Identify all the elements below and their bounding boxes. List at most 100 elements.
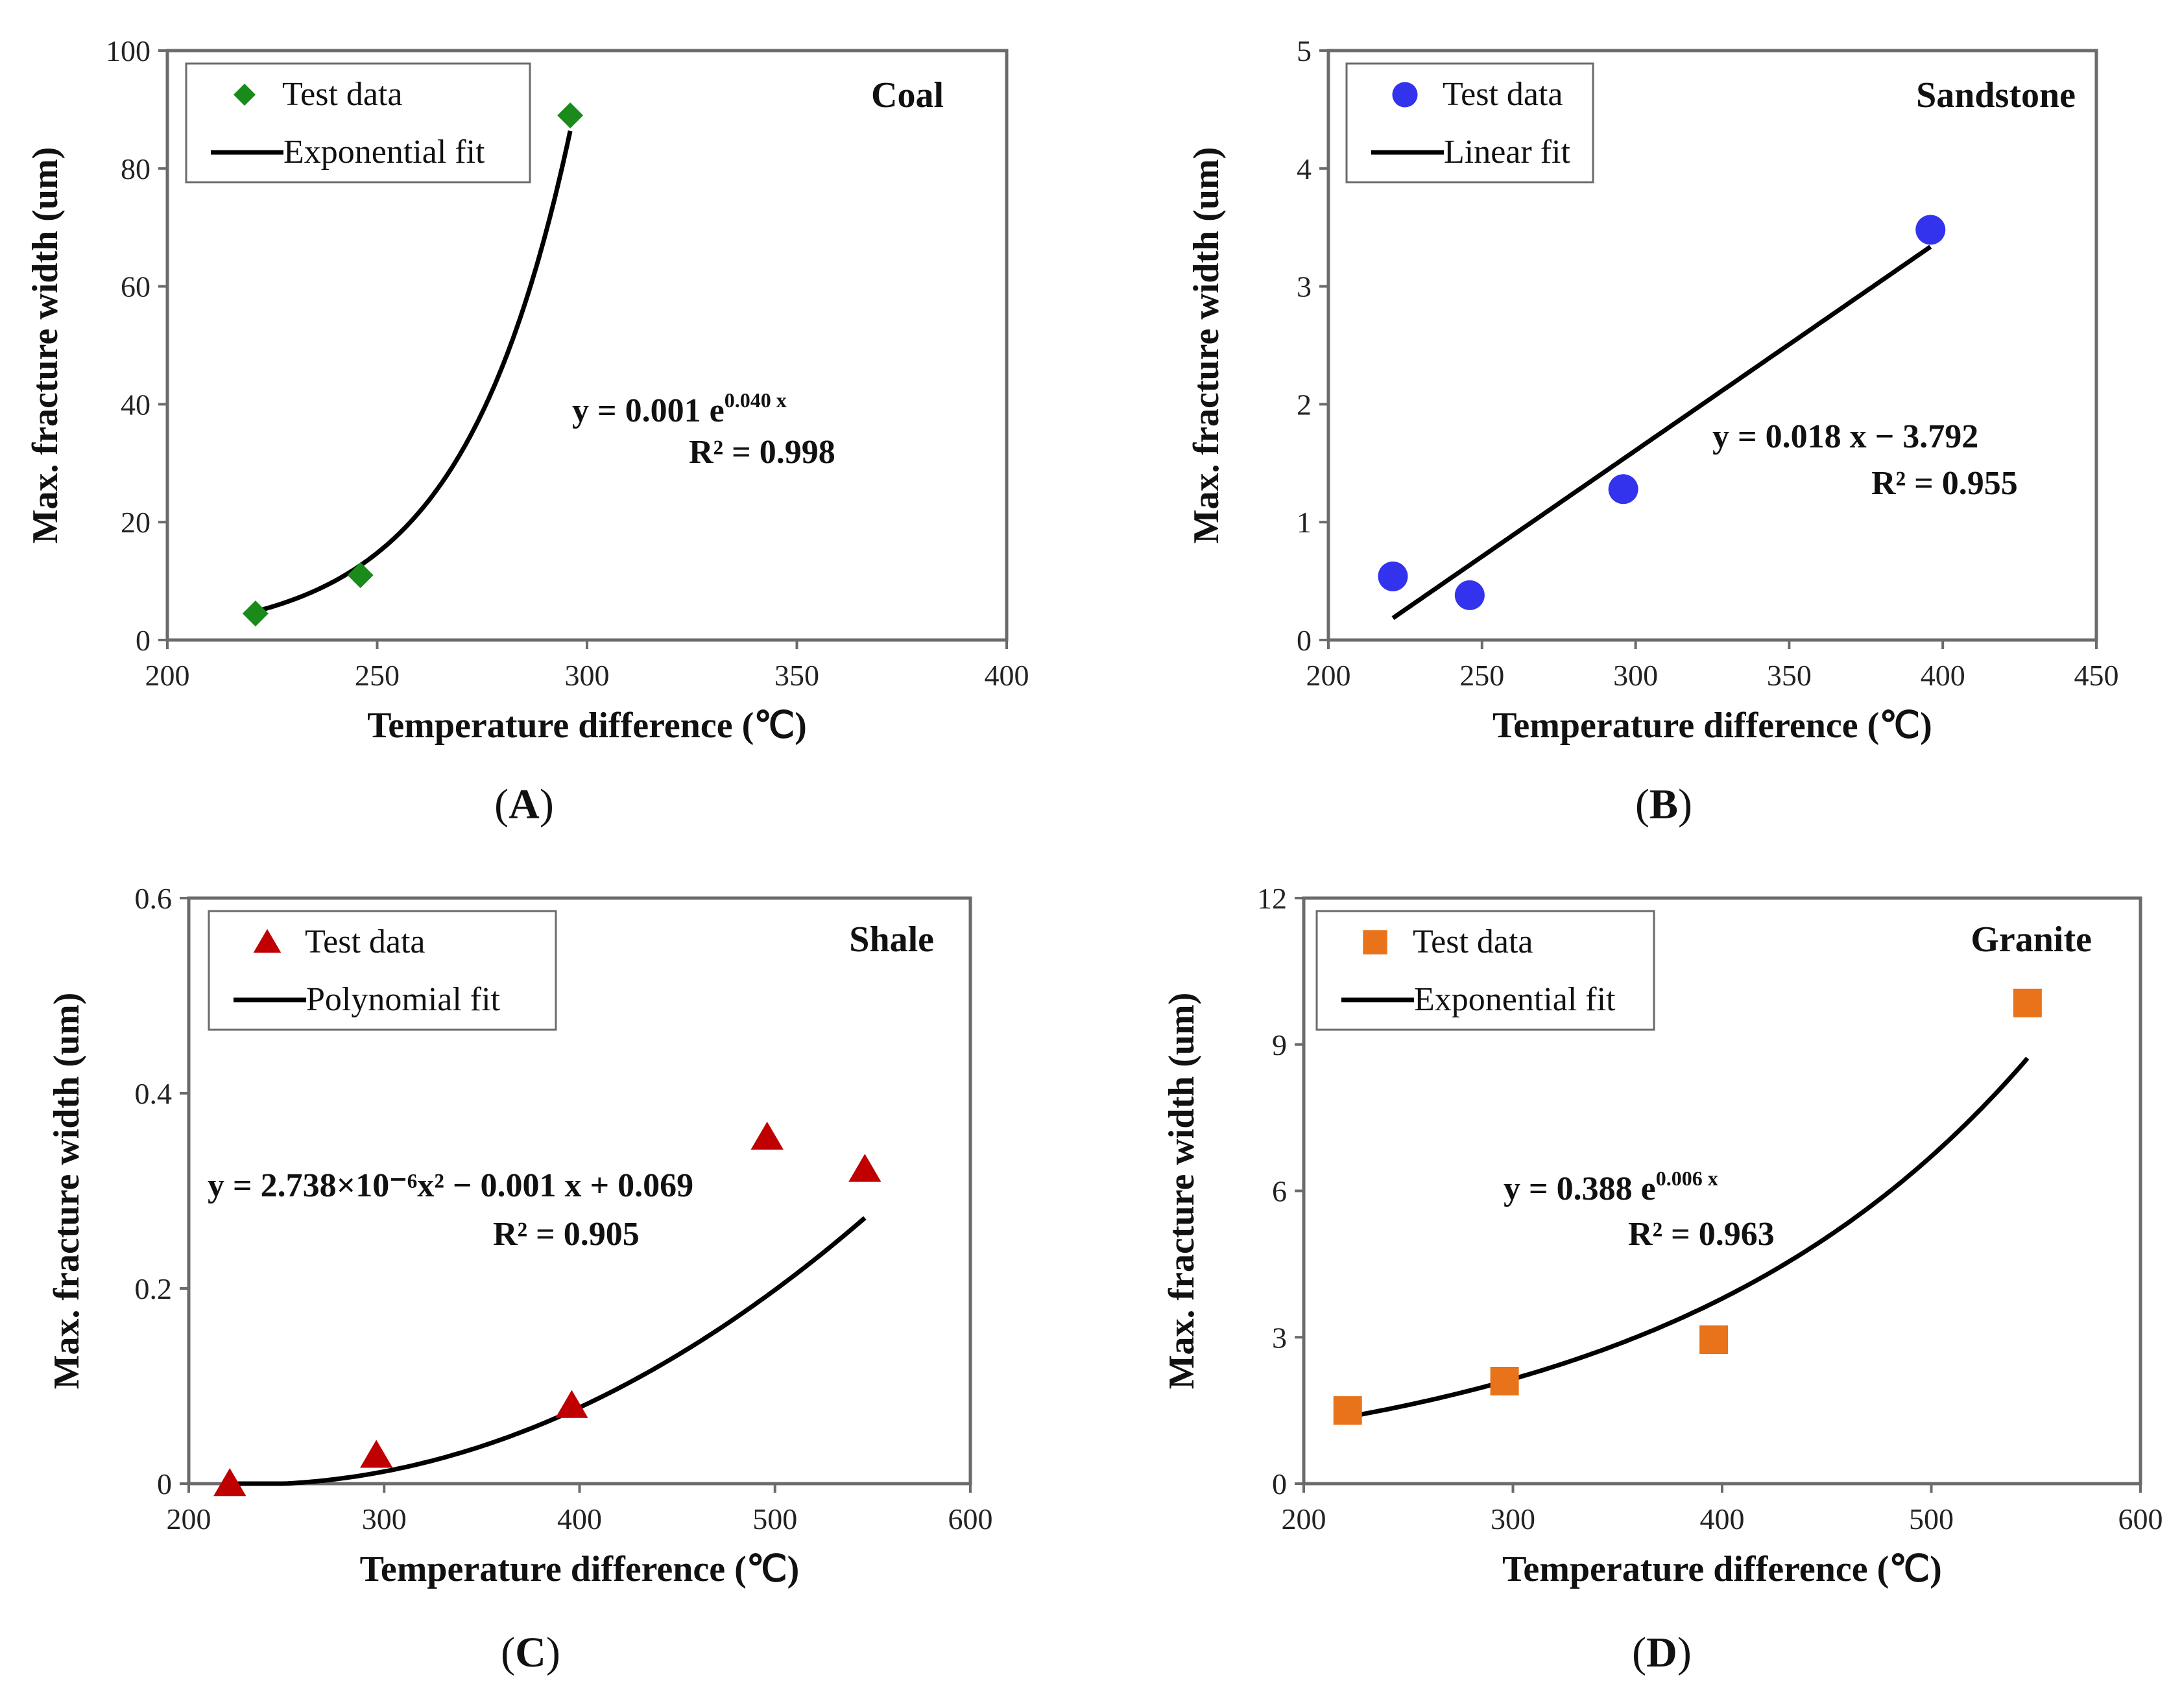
x-axis-label: Temperature difference (℃)	[1502, 1549, 1942, 1589]
x-tick-label: 250	[1459, 659, 1504, 692]
fit-r-squared: R² = 0.955	[1871, 465, 2018, 502]
fit-r-squared: R² = 0.998	[689, 434, 835, 471]
y-tick-label: 0.2	[135, 1272, 173, 1305]
data-point	[1378, 561, 1408, 591]
fit-equation: y = 2.738×10⁻⁶x² − 0.001 x + 0.069	[208, 1167, 693, 1204]
data-point	[1454, 580, 1485, 610]
panel-label: (D)	[1632, 1629, 1692, 1676]
equation-main: y = 0.018 x − 3.792	[1712, 418, 1978, 455]
y-tick-label: 60	[121, 270, 150, 303]
data-point	[360, 1440, 393, 1468]
y-tick-label: 40	[121, 388, 150, 421]
fit-equation: y = 0.001 e0.040 x	[572, 388, 787, 429]
panel-label: (B)	[1635, 781, 1692, 828]
y-axis-label: Max. fracture width (um)	[25, 147, 66, 544]
x-tick-label: 200	[1306, 659, 1351, 692]
x-tick-label: 600	[2118, 1502, 2163, 1536]
chart-panel-a: 200 250 300 350 400 0 20 40 60 80 100 Temperature d…	[25, 34, 1029, 828]
x-tick-label: 400	[1921, 659, 1965, 692]
material-label: Coal	[871, 75, 944, 115]
fit-curve	[1347, 1056, 2030, 1419]
fit-equation: y = 0.018 x − 3.792	[1712, 418, 1978, 455]
legend-marker	[1392, 82, 1418, 108]
plot-frame	[1326, 49, 2098, 642]
panel-label-open: (	[494, 781, 509, 828]
panel-label-open: (	[1632, 1629, 1646, 1676]
material-label: Shale	[849, 919, 934, 960]
x-axis-label: Temperature difference (℃)	[360, 1549, 800, 1589]
panel-label-letter: B	[1649, 781, 1678, 828]
chart-panel-d: 200 300 400 500 600 0 3 6 9 12 Temperature differe…	[1162, 882, 2163, 1676]
panel-label-letter: D	[1646, 1629, 1677, 1676]
y-tick-label: 0.6	[135, 882, 173, 915]
data-point	[557, 102, 584, 128]
y-tick-label: 3	[1297, 270, 1312, 303]
panel-label: (A)	[494, 781, 554, 828]
data-point	[242, 600, 269, 627]
data-point	[1608, 474, 1638, 504]
x-tick-label: 400	[1700, 1502, 1745, 1536]
fit-curve	[1391, 244, 1932, 621]
data-point	[555, 1390, 588, 1418]
legend-box	[1345, 62, 1594, 184]
data-point	[213, 1468, 246, 1497]
legend-marker	[234, 84, 256, 106]
y-tick-label: 9	[1272, 1028, 1287, 1062]
x-axis-label: Temperature difference (℃)	[367, 706, 807, 746]
legend-marker	[253, 929, 282, 953]
x-tick-label: 300	[362, 1502, 407, 1536]
equation-main: y = 0.001 e	[572, 392, 725, 429]
fit-r-squared: R² = 0.963	[1628, 1216, 1775, 1253]
legend-data-label: Test data	[282, 76, 403, 113]
x-tick-label: 600	[948, 1502, 993, 1536]
panel-label-letter: C	[515, 1629, 546, 1676]
legend-data-label: Test data	[1443, 76, 1563, 113]
material-label: Sandstone	[1916, 75, 2076, 115]
y-tick-label: 0	[1272, 1467, 1287, 1500]
y-tick-label: 20	[121, 506, 150, 539]
legend-data-label: Test data	[305, 923, 426, 960]
panel-label-close: )	[546, 1629, 560, 1676]
y-tick-label: 80	[121, 152, 150, 185]
y-tick-label: 0	[136, 624, 150, 657]
y-tick-label: 5	[1297, 34, 1312, 67]
y-tick-label: 12	[1257, 882, 1287, 915]
fit-r-squared: R² = 0.905	[493, 1216, 640, 1253]
legend-data-label: Test data	[1413, 923, 1533, 960]
panel-label-letter: A	[509, 781, 540, 828]
x-tick-label: 300	[565, 659, 610, 692]
equation-main: y = 2.738×10⁻⁶x² − 0.001 x + 0.069	[208, 1167, 693, 1204]
y-tick-label: 6	[1272, 1175, 1287, 1208]
panel-label-close: )	[540, 781, 554, 828]
x-tick-label: 500	[752, 1502, 797, 1536]
x-tick-label: 350	[774, 659, 819, 692]
data-point	[750, 1121, 784, 1150]
chart-panel-c: 200 300 400 500 600 0 0.2 0.4 0.6 Temperature dif…	[47, 882, 993, 1676]
data-point	[1333, 1396, 1362, 1425]
data-point	[2013, 988, 2042, 1017]
y-axis-label: Max. fracture width (um)	[47, 993, 87, 1390]
y-tick-label: 0.4	[135, 1077, 173, 1110]
fit-curve	[230, 1216, 867, 1486]
x-tick-label: 200	[1282, 1502, 1326, 1536]
x-tick-label: 300	[1613, 659, 1658, 692]
y-tick-label: 1	[1297, 506, 1312, 539]
x-tick-label: 400	[985, 659, 1029, 692]
panel-label-open: (	[1635, 781, 1649, 828]
x-tick-label: 200	[167, 1502, 211, 1536]
y-tick-label: 4	[1297, 152, 1312, 185]
y-tick-label: 0	[157, 1467, 172, 1500]
panel-label-close: )	[1677, 1629, 1692, 1676]
material-label: Granite	[1971, 919, 2092, 960]
y-tick-label: 100	[106, 34, 150, 67]
panel-label-open: (	[501, 1629, 515, 1676]
x-tick-label: 400	[557, 1502, 602, 1536]
fit-equation: y = 0.388 e0.006 x	[1504, 1167, 1718, 1207]
x-tick-label: 250	[355, 659, 400, 692]
x-tick-label: 350	[1767, 659, 1812, 692]
y-axis-label: Max. fracture width (um)	[1186, 147, 1227, 544]
equation-main: y = 0.388 e	[1504, 1170, 1656, 1207]
x-tick-label: 200	[145, 659, 190, 692]
y-tick-label: 2	[1297, 388, 1312, 421]
